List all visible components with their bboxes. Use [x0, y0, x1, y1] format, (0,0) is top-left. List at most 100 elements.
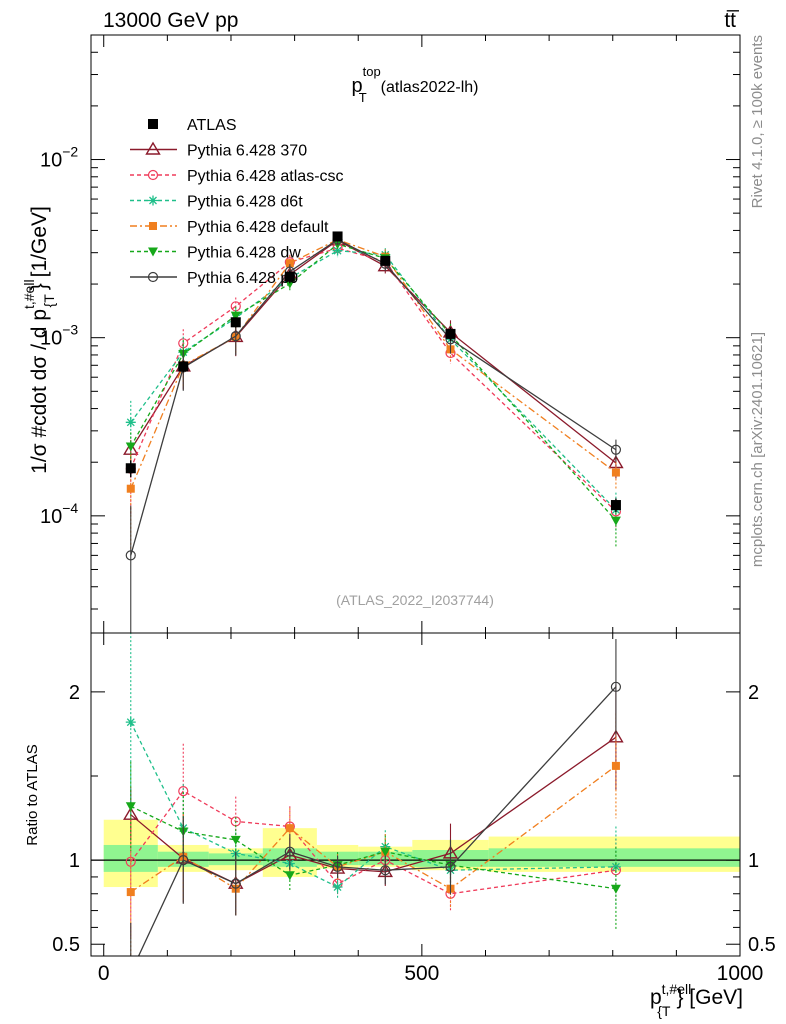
series-line-5 [130, 238, 617, 556]
legend-label-5: Pythia 6.428 p0 [187, 270, 298, 287]
legend-marker-2 [148, 195, 158, 206]
series-point [610, 516, 621, 526]
series-point [285, 259, 294, 268]
ratio-line-5 [137, 686, 617, 956]
analysis-watermark: (ATLAS_2022_I2037744) [336, 592, 494, 608]
series-point [610, 444, 622, 455]
ratio-point [610, 681, 622, 692]
x-tick-label: 0 [98, 962, 110, 985]
ratio-point [380, 865, 391, 876]
y-tick-label-exp: −2 [62, 144, 78, 160]
series-line-4 [130, 243, 617, 522]
series-point [125, 550, 136, 561]
series-line-1 [130, 247, 617, 512]
ratio-point [125, 802, 136, 812]
legend-marker-4 [148, 247, 158, 257]
ratio-tick-label-left: 2 [69, 682, 80, 704]
ratio-point [611, 761, 620, 770]
ratio-point [125, 717, 136, 728]
legend-marker-3 [149, 222, 157, 230]
ratio-point [126, 968, 135, 977]
series-point [230, 331, 241, 342]
series-point [126, 484, 135, 493]
ratio-uncertainty-bands [91, 819, 740, 888]
process-label: tt̅ [724, 9, 740, 32]
rivet-version-label: Rivet 4.1.0, ≥ 100k events [749, 35, 766, 208]
reference-point [284, 271, 295, 282]
legend-label-3: Pythia 6.428 default [187, 219, 329, 236]
reference-point [445, 328, 456, 339]
series-point [125, 417, 136, 428]
legend-label-2: Pythia 6.428 d6t [187, 194, 303, 211]
series-point [230, 311, 241, 321]
ratio-tick-label-right: 2 [748, 682, 759, 704]
ratio-point [178, 786, 189, 797]
series-point [332, 245, 343, 256]
series-point [284, 279, 295, 289]
ratio-tick-label-right: 0.5 [748, 934, 776, 956]
x-tick-label: 1000 [717, 962, 764, 985]
ratio-plot-frame [90, 632, 741, 957]
ratio-line-2 [130, 721, 616, 888]
ratio-line-3 [130, 765, 617, 893]
ratio-point [284, 871, 295, 881]
ratio-tick-label-right: 1 [748, 850, 759, 872]
y-tick-label: 10−3 [40, 322, 78, 350]
ratio-point [380, 847, 391, 857]
ratio-tick-label-left: 1 [69, 850, 80, 872]
ratio-point [284, 846, 295, 857]
ratio-line-0 [130, 736, 617, 885]
reference-point [178, 361, 189, 372]
legend-marker-atlas [148, 119, 158, 129]
reference-point [380, 255, 391, 266]
series-line-3 [130, 238, 617, 489]
main-series-lines [123, 232, 624, 633]
ratio-tick-label-left: 0.5 [52, 934, 80, 956]
y-tick-label-base: 10 [40, 506, 62, 528]
main-y-axis-label: 1/σ #cdot dσ / d pt,#ell {T} [1/GeV] [21, 206, 57, 474]
ratio-line-1 [130, 790, 617, 895]
series-line-2 [130, 249, 617, 511]
ratio-series-lines [123, 633, 624, 977]
x-tick-label: 500 [404, 962, 439, 985]
plot-title: ptop T(atlas2022-lh) [352, 64, 479, 105]
reference-point [125, 463, 136, 474]
y-tick-label-exp: −3 [62, 322, 78, 338]
y-tick-label-base: 10 [40, 328, 62, 350]
ratio-line-4 [130, 805, 617, 890]
ratio-point [285, 824, 294, 833]
legend-label-1: Pythia 6.428 atlas-csc [187, 168, 344, 185]
legend-marker-5 [147, 271, 159, 283]
ratio-point [610, 884, 621, 894]
ratio-point [332, 882, 343, 893]
legend-marker-0 [145, 141, 161, 155]
ratio-point [126, 888, 135, 897]
series-point [611, 468, 620, 477]
y-tick-label-exp: −4 [62, 500, 78, 516]
ratio-point [332, 861, 343, 872]
y-tick-label: 10−2 [40, 144, 78, 172]
legend-label-0: Pythia 6.428 370 [187, 143, 307, 160]
ratio-y-axis-label: Ratio to ATLAS [24, 744, 41, 845]
ratio-point [230, 835, 241, 845]
y-tick-label-base: 10 [40, 150, 62, 172]
collision-label: 13000 GeV pp [103, 9, 238, 32]
reference-point [332, 231, 343, 242]
ratio-point [178, 855, 189, 866]
reference-data-points [125, 231, 621, 513]
series-point [125, 442, 136, 452]
x-axis-label: pt,#ell {T} [GeV] [650, 981, 743, 1019]
legend: ATLAS Pythia 6.428 370 Pythia 6.428 atlas-… [130, 117, 344, 287]
ratio-point [230, 878, 241, 889]
reference-point [610, 500, 621, 511]
legend-label-4: Pythia 6.428 dw [187, 245, 301, 262]
mcplots-source-label: mcplots.cern.ch [arXiv:2401.10621] [749, 332, 766, 567]
y-tick-label: 10−4 [40, 500, 78, 528]
ratio-point [445, 861, 456, 872]
legend-marker-1 [147, 169, 159, 181]
reference-point [230, 317, 241, 328]
ratio-band-green [488, 848, 740, 867]
legend-label-atlas: ATLAS [187, 117, 237, 134]
